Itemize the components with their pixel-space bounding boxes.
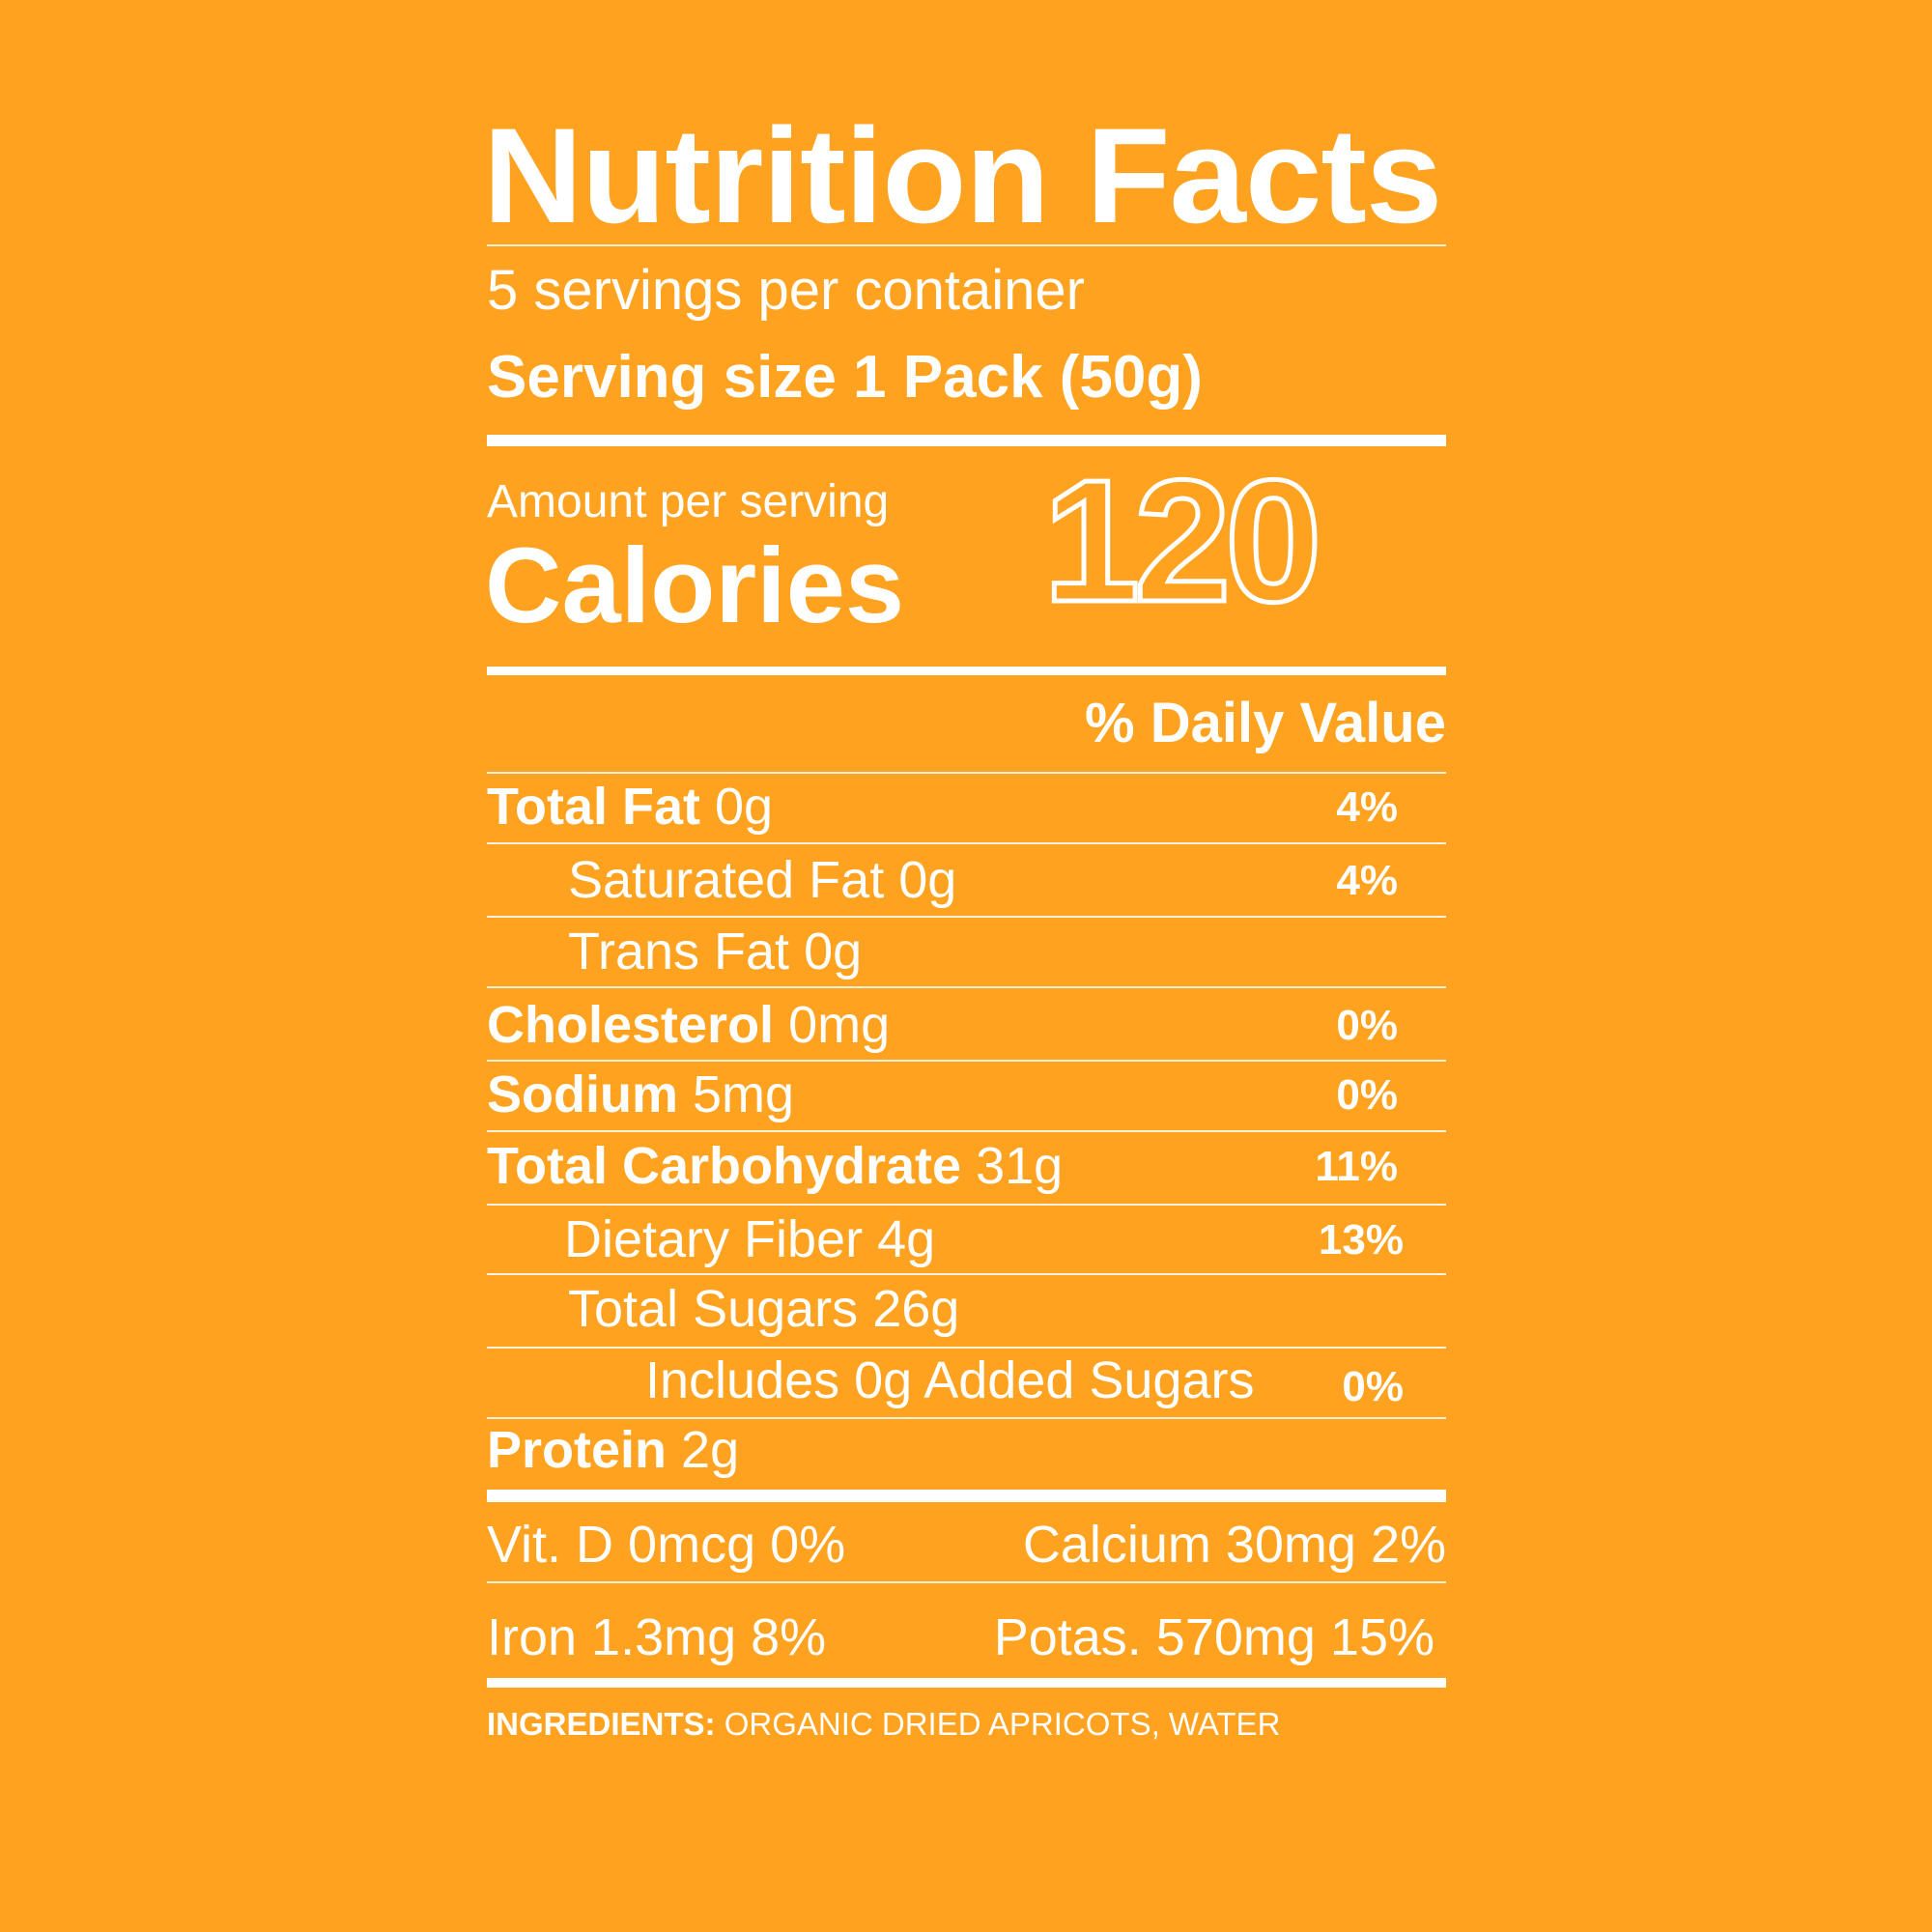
divider-thick bbox=[487, 435, 1446, 446]
divider-thin bbox=[487, 1060, 1446, 1062]
calories-label: Calories bbox=[485, 526, 905, 645]
nutrient-name: Total Carbohydrate bbox=[487, 1137, 962, 1195]
nutrient-row-protein: Protein 2g bbox=[487, 1424, 1446, 1482]
nutrient-amount: 31g bbox=[976, 1137, 1064, 1195]
serving-size: Serving size 1 Pack (50g) bbox=[487, 344, 1203, 411]
divider-thin bbox=[487, 1581, 1446, 1583]
divider-thin bbox=[487, 1417, 1446, 1419]
nutrient-row-total-fat: Total Fat 0g 4% bbox=[487, 781, 1446, 838]
nutrient-row-total-carbohydrate: Total Carbohydrate 31g 11% bbox=[487, 1140, 1446, 1198]
divider-thin bbox=[487, 842, 1446, 844]
divider-thin bbox=[487, 1273, 1446, 1275]
nutrient-amount: 4g bbox=[877, 1210, 936, 1268]
iron: Iron 1.3mg 8% bbox=[487, 1608, 827, 1666]
daily-value-header: % Daily Value bbox=[1085, 692, 1446, 754]
nutrient-row-dietary-fiber: Dietary Fiber 4g 13% bbox=[487, 1213, 1446, 1271]
vitamin-row: Iron 1.3mg 8% Potas. 570mg 15% bbox=[487, 1611, 1446, 1669]
nutrient-dv: 4% bbox=[1336, 857, 1398, 904]
nutrient-dv: 4% bbox=[1336, 783, 1398, 831]
ingredients-text: ORGANIC DRIED APRICOTS, WATER bbox=[724, 1706, 1281, 1742]
nutrient-name: Cholesterol bbox=[487, 996, 775, 1054]
nutrient-row-trans-fat: Trans Fat 0g bbox=[487, 925, 1446, 983]
nutrient-dv: 11% bbox=[1315, 1143, 1398, 1190]
nutrient-row-sodium: Sodium 5mg 0% bbox=[487, 1068, 1446, 1126]
divider-thick bbox=[487, 667, 1446, 675]
ingredients: INGREDIENTS: ORGANIC DRIED APRICOTS, WAT… bbox=[487, 1708, 1280, 1740]
nutrient-dv: 0% bbox=[1336, 1071, 1398, 1119]
divider-thin bbox=[487, 986, 1446, 988]
divider-thin bbox=[487, 1204, 1446, 1206]
calories-value-text: 120 bbox=[1043, 466, 1316, 620]
calories-value: 120 bbox=[1043, 466, 1324, 620]
divider-thin bbox=[487, 244, 1446, 246]
potassium: Potas. 570mg 15% bbox=[993, 1608, 1435, 1666]
nutrient-name: Includes 0g Added Sugars bbox=[645, 1351, 1255, 1409]
nutrient-row-total-sugars: Total Sugars 26g bbox=[487, 1283, 1446, 1341]
nutrient-name: Protein bbox=[487, 1421, 668, 1479]
vitamin-row: Vit. D 0mcg 0% Calcium 30mg 2% bbox=[487, 1519, 1446, 1577]
nutrient-amount: 26g bbox=[872, 1280, 960, 1338]
divider-thin bbox=[487, 1130, 1446, 1132]
nutrient-row-cholesterol: Cholesterol 0mg 0% bbox=[487, 999, 1446, 1057]
nutrient-name: Sodium bbox=[487, 1065, 678, 1123]
divider-thin bbox=[487, 1347, 1446, 1349]
nutrient-amount: 0mg bbox=[788, 996, 891, 1054]
calcium: Calcium 30mg 2% bbox=[1022, 1516, 1446, 1574]
nutrient-name: Total Sugars bbox=[568, 1280, 859, 1338]
nutrient-name: Trans Fat bbox=[568, 923, 790, 980]
vitamin-d: Vit. D 0mcg 0% bbox=[487, 1516, 846, 1574]
nutrient-dv: 13% bbox=[1318, 1216, 1404, 1264]
divider-thick bbox=[487, 1490, 1446, 1502]
label-title: Nutrition Facts bbox=[483, 99, 1442, 251]
divider-thick bbox=[487, 1678, 1446, 1688]
divider-thin bbox=[487, 916, 1446, 918]
ingredients-label: INGREDIENTS: bbox=[487, 1706, 716, 1742]
nutrient-dv: 0% bbox=[1336, 1002, 1398, 1049]
nutrient-amount: 2g bbox=[681, 1421, 740, 1479]
nutrient-name: Dietary Fiber bbox=[564, 1210, 864, 1268]
nutrient-name: Saturated Fat bbox=[568, 851, 885, 909]
nutrient-row-saturated-fat: Saturated Fat 0g 4% bbox=[487, 854, 1446, 912]
nutrient-amount: 0g bbox=[715, 778, 774, 836]
amount-per-serving: Amount per serving bbox=[487, 476, 890, 527]
nutrient-dv: 0% bbox=[1342, 1363, 1404, 1410]
nutrient-amount: 0g bbox=[804, 923, 863, 980]
nutrient-name: Total Fat bbox=[487, 778, 700, 836]
nutrient-row-added-sugars: Includes 0g Added Sugars 0% bbox=[487, 1354, 1446, 1412]
servings-per-container: 5 servings per container bbox=[487, 259, 1085, 322]
nutrient-amount: 5mg bbox=[693, 1065, 795, 1123]
nutrient-amount: 0g bbox=[898, 851, 957, 909]
divider-thin bbox=[487, 772, 1446, 774]
